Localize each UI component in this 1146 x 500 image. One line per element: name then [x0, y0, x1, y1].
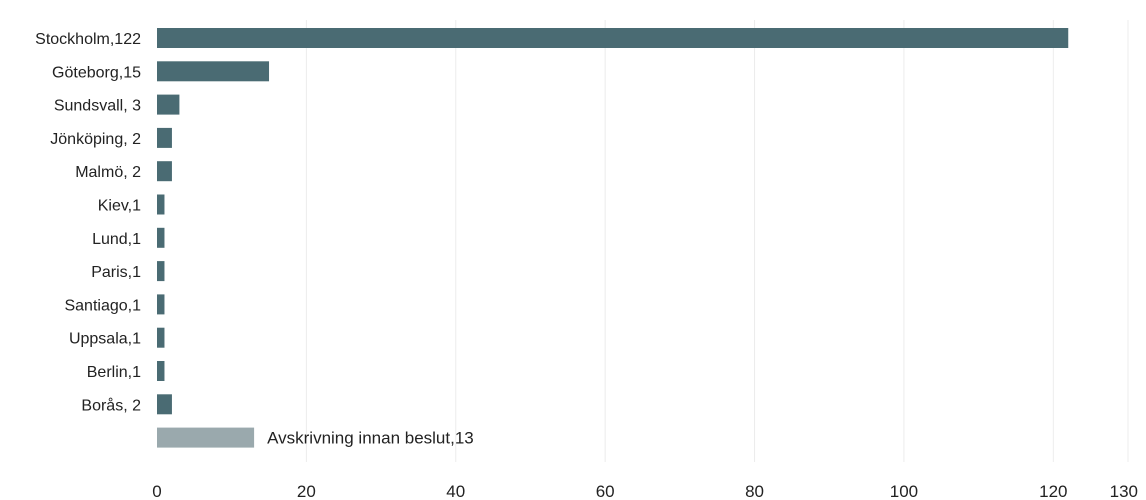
category-label: Uppsala,1 — [69, 331, 141, 348]
x-tick-label: 0 — [152, 482, 161, 500]
bar — [157, 194, 165, 215]
legend-swatch — [157, 427, 255, 448]
category-label: Borås, 2 — [81, 396, 141, 414]
x-tick-label: 130 — [1110, 482, 1138, 500]
x-tick-label: 40 — [446, 482, 465, 500]
bar — [157, 394, 172, 415]
category-label: Berlin,1 — [87, 364, 141, 381]
bar — [157, 327, 165, 348]
category-label: Jönköping, 2 — [50, 131, 141, 148]
bar — [157, 227, 165, 248]
x-axis-ticks: 0 20 40 60 80 100 120 130 — [152, 482, 1138, 500]
category-label: Kiev,1 — [98, 198, 141, 215]
bar — [157, 361, 165, 381]
x-tick-label: 120 — [1039, 482, 1067, 500]
legend: Avskrivning innan beslut,13 — [157, 427, 474, 448]
x-tick-label: 100 — [890, 482, 918, 500]
bar — [157, 28, 1069, 48]
bar — [157, 61, 270, 82]
bar — [157, 161, 172, 182]
legend-label: Avskrivning innan beslut,13 — [267, 429, 474, 448]
category-label: Göteborg,15 — [52, 64, 141, 81]
bar — [157, 94, 180, 115]
bar — [157, 294, 165, 315]
category-label: Santiago,1 — [64, 297, 141, 314]
category-label: Paris,1 — [91, 264, 141, 281]
bar — [157, 127, 172, 148]
gridlines — [305, 20, 1129, 462]
bars — [157, 28, 1069, 415]
x-tick-label: 20 — [297, 482, 316, 500]
category-labels: Stockholm,122 Göteborg,15 Sundsvall, 3 Jönk… — [35, 31, 141, 414]
category-label: Lund,1 — [92, 231, 141, 248]
category-label: Sundsvall, 3 — [54, 98, 141, 115]
category-label: Malmö, 2 — [75, 164, 141, 181]
category-label: Stockholm,122 — [35, 31, 141, 48]
x-tick-label: 80 — [745, 482, 764, 500]
x-tick-label: 60 — [596, 482, 615, 500]
bar — [157, 261, 165, 282]
